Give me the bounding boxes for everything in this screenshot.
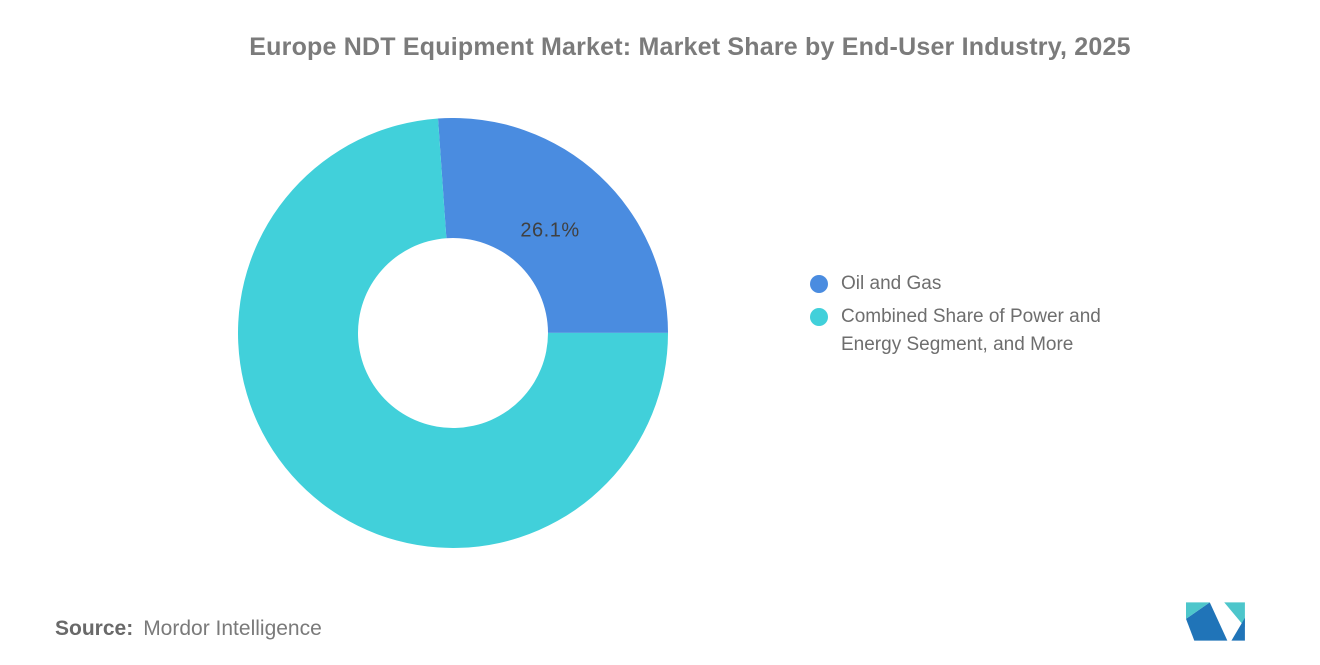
chart-title: Europe NDT Equipment Market: Market Shar… [249, 33, 1131, 61]
slice-data-label: 26.1% [520, 219, 580, 242]
logo-left-blue-band [1186, 602, 1228, 641]
donut-chart: 26.1% [238, 118, 668, 548]
source-value: Mordor Intelligence [143, 617, 322, 640]
legend-marker-icon [810, 275, 828, 293]
legend-item-combined-share[interactable]: Combined Share of Power and Energy Segme… [810, 303, 1156, 359]
logo-right-teal-triangle [1224, 602, 1245, 628]
donut-slice-combined-share-of-power-and-energy-segment-and-more[interactable] [238, 118, 668, 548]
donut-slice-oil-and-gas[interactable] [438, 118, 668, 333]
legend-item-label: Oil and Gas [841, 273, 942, 294]
legend-marker-icon [810, 308, 828, 326]
legend: Oil and Gas Combined Share of Power and … [810, 270, 1156, 359]
source-row: Source: Mordor Intelligence [55, 616, 322, 642]
logo-left-teal-corner [1186, 602, 1210, 619]
source-label: Source: [55, 617, 134, 640]
legend-item-oil-and-gas[interactable]: Oil and Gas [810, 270, 1156, 298]
legend-item-label: Combined Share of Power and Energy Segme… [841, 306, 1101, 355]
donut-svg [238, 118, 668, 548]
mordor-intelligence-logo [1186, 602, 1248, 644]
